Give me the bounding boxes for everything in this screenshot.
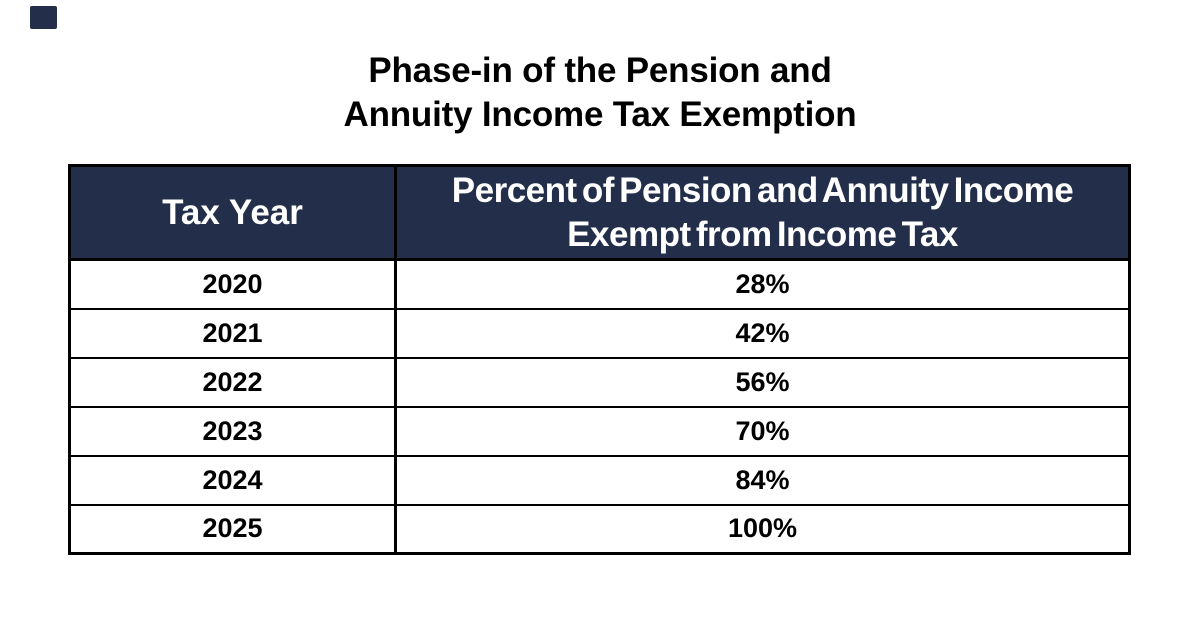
percent-cell: 28% — [394, 258, 1131, 310]
table-row: 2023 70% — [68, 405, 1131, 457]
percent-cell: 70% — [394, 405, 1131, 457]
table-row: 2020 28% — [68, 258, 1131, 310]
table-row: 2025 100% — [68, 503, 1131, 555]
year-cell: 2020 — [68, 258, 397, 310]
table-row: 2021 42% — [68, 307, 1131, 359]
header-percent-line-1: Percent of Pension and Annuity Income — [451, 170, 1074, 210]
corner-mark — [30, 6, 57, 29]
header-percent-exempt: Percent of Pension and Annuity Income Ex… — [394, 164, 1131, 261]
header-percent-line-2: Exempt from Income Tax — [567, 214, 958, 254]
percent-cell: 100% — [394, 503, 1131, 555]
year-cell: 2021 — [68, 307, 397, 359]
phase-in-table: Tax Year Percent of Pension and Annuity … — [68, 164, 1131, 555]
page-title: Phase-in of the Pension and Annuity Inco… — [0, 49, 1200, 137]
year-cell: 2023 — [68, 405, 397, 457]
table-row: 2022 56% — [68, 356, 1131, 408]
year-cell: 2025 — [68, 503, 397, 555]
year-cell: 2024 — [68, 454, 397, 506]
title-line-2: Annuity Income Tax Exemption — [343, 95, 857, 134]
percent-cell: 56% — [394, 356, 1131, 408]
table-row: 2024 84% — [68, 454, 1131, 506]
table-header-row: Tax Year Percent of Pension and Annuity … — [68, 164, 1131, 261]
title-line-1: Phase-in of the Pension and — [368, 51, 832, 90]
percent-cell: 42% — [394, 307, 1131, 359]
year-cell: 2022 — [68, 356, 397, 408]
header-tax-year: Tax Year — [68, 164, 397, 261]
percent-cell: 84% — [394, 454, 1131, 506]
